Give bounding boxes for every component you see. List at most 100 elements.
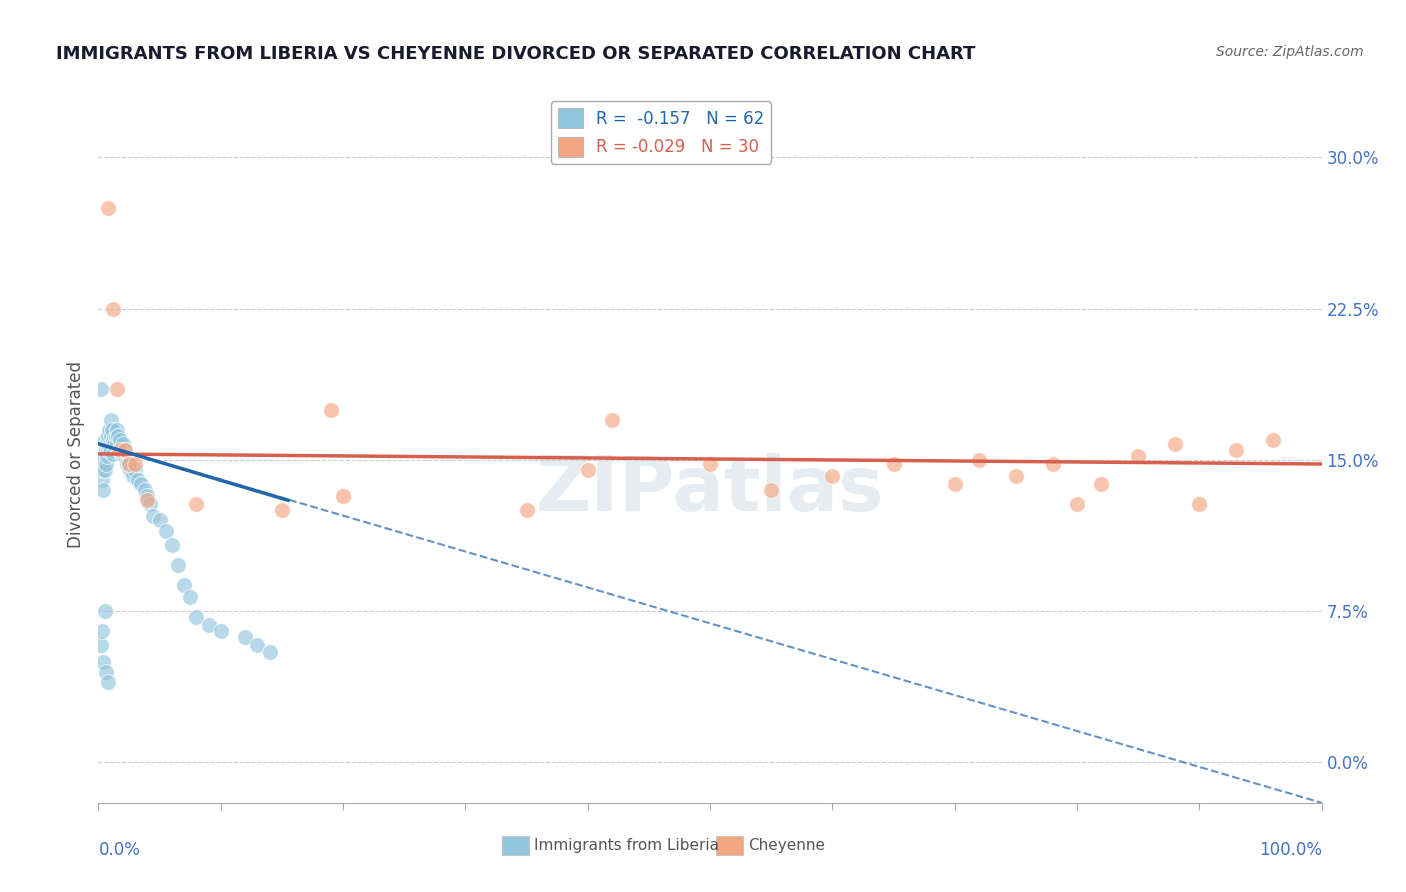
Point <box>761 483 783 498</box>
Point <box>110 433 132 447</box>
Text: Cheyenne: Cheyenne <box>748 838 825 853</box>
Point <box>142 509 165 524</box>
Point <box>149 513 172 527</box>
Point <box>186 497 208 511</box>
Point <box>1042 457 1064 471</box>
Point <box>1004 469 1026 483</box>
Point <box>167 558 190 572</box>
Point <box>101 301 124 316</box>
Point <box>105 423 128 437</box>
Point <box>94 665 117 679</box>
Point <box>93 442 115 457</box>
Point <box>179 590 201 604</box>
Point <box>96 449 118 463</box>
Point <box>100 412 122 426</box>
Point <box>332 489 354 503</box>
Point <box>883 457 905 471</box>
Point <box>1090 477 1112 491</box>
Point <box>98 423 121 437</box>
Point <box>97 442 120 457</box>
Point <box>155 524 177 538</box>
Point <box>90 639 112 653</box>
Point <box>104 429 127 443</box>
Text: ZIPatlas: ZIPatlas <box>536 453 884 526</box>
Point <box>93 433 115 447</box>
Point <box>108 442 131 457</box>
Point <box>124 463 146 477</box>
Point <box>136 489 159 503</box>
Point <box>91 624 114 639</box>
Point <box>136 493 159 508</box>
Point <box>93 604 115 618</box>
Point <box>120 463 142 477</box>
Point <box>209 624 232 639</box>
Point <box>105 383 128 397</box>
Point <box>103 437 125 451</box>
Point <box>115 457 138 471</box>
Point <box>600 412 623 426</box>
Text: 0.0%: 0.0% <box>98 841 141 859</box>
Point <box>127 473 149 487</box>
Point <box>576 463 599 477</box>
Point <box>1188 497 1211 511</box>
Point <box>1128 449 1150 463</box>
Point <box>129 477 152 491</box>
Point <box>91 655 114 669</box>
Point <box>91 463 114 477</box>
Point <box>121 469 143 483</box>
Point <box>1066 497 1088 511</box>
Point <box>93 463 115 477</box>
Point <box>160 538 183 552</box>
Text: 100.0%: 100.0% <box>1258 841 1322 859</box>
Point <box>259 644 281 658</box>
Point <box>821 469 844 483</box>
Legend: R =  -0.157   N = 62, R = -0.029   N = 30: R = -0.157 N = 62, R = -0.029 N = 30 <box>551 102 770 164</box>
Point <box>270 503 294 517</box>
Point <box>515 503 537 517</box>
Point <box>114 449 136 463</box>
Point <box>246 639 269 653</box>
Y-axis label: Divorced or Separated: Divorced or Separated <box>66 361 84 549</box>
FancyBboxPatch shape <box>502 836 529 855</box>
Point <box>110 442 132 457</box>
Text: Immigrants from Liberia: Immigrants from Liberia <box>534 838 718 853</box>
Point <box>111 447 134 461</box>
Point <box>134 483 156 498</box>
Point <box>94 442 117 457</box>
Point <box>101 423 124 437</box>
Point <box>1164 437 1187 451</box>
Point <box>139 497 162 511</box>
Point <box>97 429 120 443</box>
Text: IMMIGRANTS FROM LIBERIA VS CHEYENNE DIVORCED OR SEPARATED CORRELATION CHART: IMMIGRANTS FROM LIBERIA VS CHEYENNE DIVO… <box>56 45 976 62</box>
Point <box>943 477 966 491</box>
Point <box>91 453 114 467</box>
Point <box>94 457 117 471</box>
Point <box>98 439 121 453</box>
Point <box>114 442 136 457</box>
Point <box>97 674 120 689</box>
Point <box>124 457 146 471</box>
Point <box>1225 442 1247 457</box>
Point <box>118 457 141 471</box>
Point <box>173 578 195 592</box>
Point <box>112 442 135 457</box>
FancyBboxPatch shape <box>716 836 742 855</box>
Point <box>107 429 129 443</box>
Point <box>233 631 256 645</box>
Point <box>197 618 219 632</box>
Point <box>967 453 990 467</box>
Point <box>1261 433 1284 447</box>
Point <box>97 201 120 215</box>
Point <box>105 437 128 451</box>
Point <box>111 437 134 451</box>
Point <box>100 429 122 443</box>
Point <box>91 483 114 498</box>
Point <box>101 433 124 447</box>
Point <box>100 442 122 457</box>
Point <box>699 457 721 471</box>
Point <box>96 437 118 451</box>
Point <box>186 610 208 624</box>
Point <box>90 383 112 397</box>
Point <box>319 402 342 417</box>
Point <box>91 473 114 487</box>
